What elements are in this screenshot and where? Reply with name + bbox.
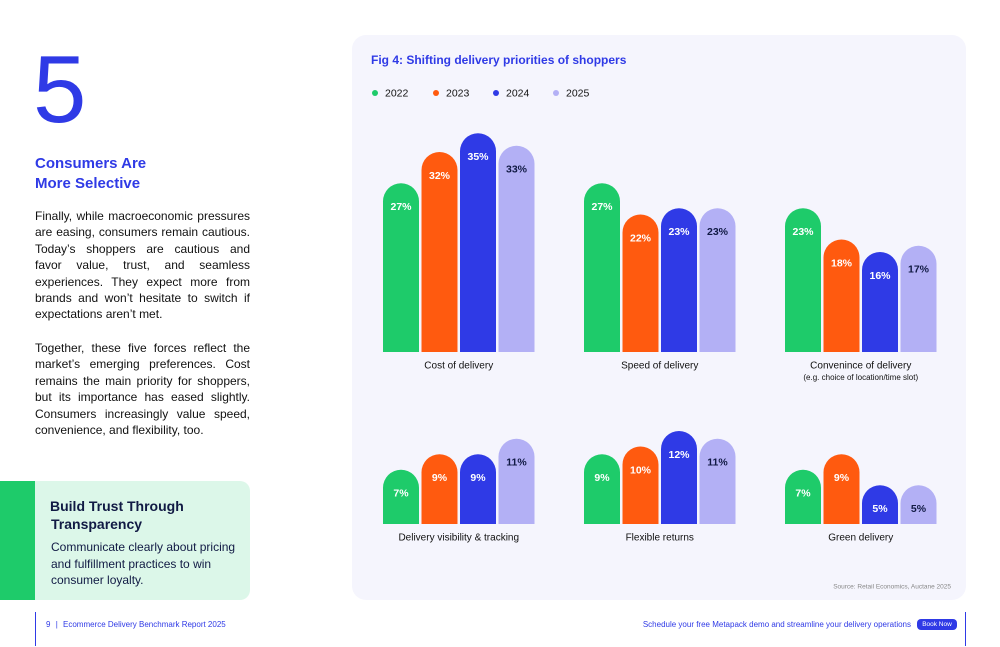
report-name: Ecommerce Delivery Benchmark Report 2025 bbox=[63, 620, 226, 629]
bar bbox=[661, 431, 697, 524]
value-label: 32% bbox=[429, 170, 451, 182]
bar bbox=[498, 438, 535, 524]
paragraph: Finally, while macroeconomic pressures a… bbox=[35, 209, 250, 322]
bar bbox=[699, 208, 736, 352]
legend-swatch bbox=[372, 90, 378, 96]
page-number: 9 bbox=[46, 620, 51, 629]
footer-rule bbox=[965, 612, 966, 646]
value-label: 9% bbox=[432, 472, 448, 484]
value-label: 7% bbox=[393, 488, 409, 500]
value-label: 23% bbox=[792, 226, 814, 238]
value-label: 5% bbox=[911, 503, 927, 515]
value-label: 17% bbox=[908, 264, 930, 276]
footer-left: 9 | Ecommerce Delivery Benchmark Report … bbox=[46, 620, 226, 629]
value-label: 35% bbox=[467, 151, 489, 163]
bar bbox=[862, 252, 898, 352]
legend-swatch bbox=[553, 90, 559, 96]
legend-swatch bbox=[493, 90, 499, 96]
bar bbox=[900, 245, 937, 352]
bar bbox=[421, 152, 458, 352]
value-label: 11% bbox=[707, 457, 728, 469]
callout-body: Communicate clearly about pricing and fu… bbox=[51, 540, 236, 587]
value-label: 23% bbox=[668, 226, 690, 238]
bar bbox=[383, 183, 419, 352]
callout-title-line: Transparency bbox=[51, 516, 143, 532]
bar bbox=[862, 485, 898, 524]
value-label: 10% bbox=[630, 464, 652, 476]
bar bbox=[785, 469, 821, 524]
legend-swatch bbox=[433, 90, 439, 96]
value-label: 23% bbox=[707, 226, 729, 238]
category-label: Flexible returns bbox=[626, 533, 694, 544]
bar bbox=[383, 469, 419, 524]
bar bbox=[460, 454, 496, 524]
bar bbox=[584, 183, 620, 352]
bar bbox=[421, 454, 458, 524]
value-label: 11% bbox=[506, 457, 527, 469]
value-label: 22% bbox=[630, 232, 652, 244]
value-label: 27% bbox=[390, 201, 412, 213]
value-label: 33% bbox=[506, 164, 528, 176]
value-label: 9% bbox=[594, 472, 610, 484]
value-label: 16% bbox=[869, 270, 891, 282]
footer-rule bbox=[35, 612, 36, 646]
paragraph: Together, these five forces reflect the … bbox=[35, 341, 250, 438]
bar bbox=[622, 446, 659, 524]
section-heading: Consumers Are More Selective bbox=[35, 154, 146, 194]
category-label: Speed of delivery bbox=[621, 361, 698, 372]
legend-label: 2022 bbox=[385, 87, 409, 99]
bar bbox=[823, 454, 860, 524]
value-label: 9% bbox=[470, 472, 486, 484]
value-label: 12% bbox=[668, 449, 690, 461]
callout-title: Build Trust Through Transparency bbox=[50, 497, 184, 533]
footer-cta: Schedule your free Metapack demo and str… bbox=[642, 620, 911, 629]
callout-title-line: Build Trust Through bbox=[50, 498, 184, 514]
callout-accent bbox=[0, 481, 35, 600]
bar bbox=[584, 454, 620, 524]
source: Source: Retail Economics, Auctane 2025 bbox=[833, 584, 951, 591]
value-label: 27% bbox=[591, 201, 613, 213]
book-now-button[interactable]: Book Now bbox=[917, 619, 957, 630]
bar bbox=[900, 485, 937, 524]
bar bbox=[785, 208, 821, 352]
legend-label: 2024 bbox=[506, 87, 530, 99]
value-label: 5% bbox=[872, 503, 888, 515]
category-label: Delivery visibility & tracking bbox=[398, 533, 519, 544]
category-note: (e.g. choice of location/time slot) bbox=[803, 373, 918, 382]
bar bbox=[699, 438, 736, 524]
section-number: 5 bbox=[33, 36, 87, 143]
category-label: Cost of delivery bbox=[424, 361, 493, 372]
bar bbox=[823, 239, 860, 352]
figure-title: Fig 4: Shifting delivery priorities of s… bbox=[371, 53, 627, 67]
callout-box bbox=[0, 481, 250, 600]
separator: | bbox=[55, 620, 58, 629]
bar bbox=[661, 208, 697, 352]
value-label: 7% bbox=[795, 488, 811, 500]
legend-label: 2025 bbox=[566, 87, 590, 99]
heading-line: Consumers Are bbox=[35, 155, 147, 172]
heading-line: More Selective bbox=[35, 175, 141, 192]
bar bbox=[622, 214, 659, 352]
value-label: 9% bbox=[834, 472, 850, 484]
category-label: Convenince of delivery bbox=[810, 361, 911, 372]
bar bbox=[460, 133, 496, 352]
bar bbox=[498, 145, 535, 352]
legend-label: 2023 bbox=[446, 87, 470, 99]
category-label: Green delivery bbox=[828, 533, 893, 544]
value-label: 18% bbox=[831, 257, 853, 269]
